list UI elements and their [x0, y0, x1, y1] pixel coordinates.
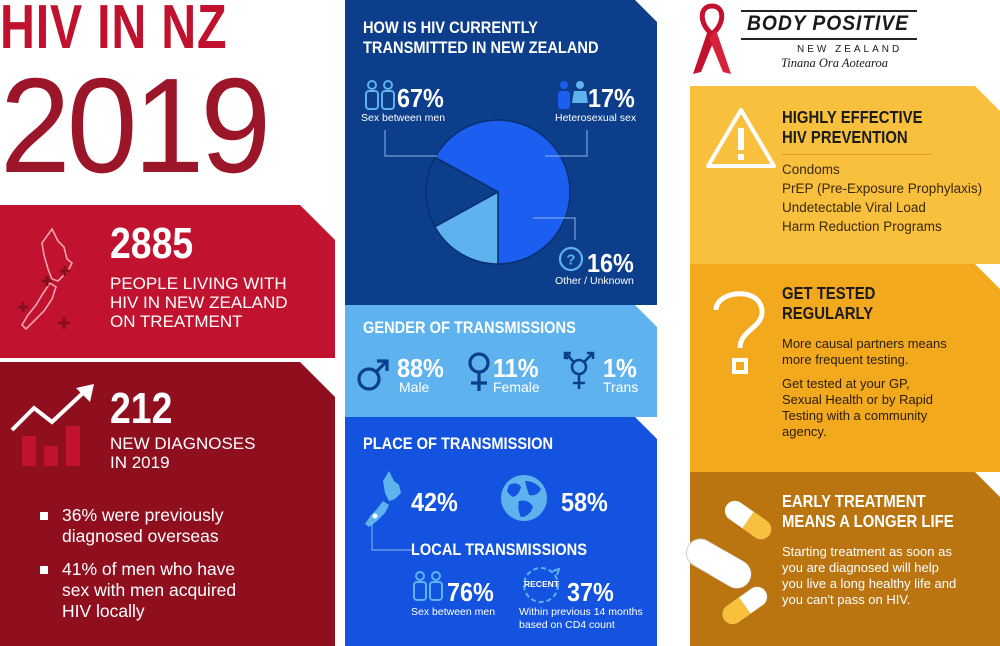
recent-badge-text: RECENT: [524, 579, 559, 589]
bullet-marker: [40, 512, 48, 520]
testing-text: More causal partners means: [782, 336, 947, 351]
pie-slice: [433, 119, 571, 265]
logo-rule: [741, 10, 917, 12]
men-couple-icon: [365, 80, 395, 110]
diagnoses-text-1: NEW DIAGNOSES: [110, 434, 256, 453]
capsule-pills-icon: [685, 500, 772, 625]
slice-percent-men: 67%: [397, 83, 444, 113]
globe-icon: [501, 475, 547, 521]
bullet-1-line-2: diagnosed overseas: [62, 526, 219, 546]
trans-percent: 1%: [603, 353, 637, 383]
bullet-marker: [40, 566, 48, 574]
recent-badge-icon: [523, 567, 561, 603]
testing-heading-2: REGULARLY: [782, 303, 874, 323]
female-percent: 11%: [493, 353, 539, 383]
connector-line: [371, 522, 412, 551]
transgender-symbol-icon: [563, 351, 595, 389]
prevention-item: PrEP (Pre-Exposure Prophylaxis): [782, 181, 983, 196]
prevention-heading-1: HIGHLY EFFECTIVE: [782, 107, 923, 127]
prevention-panel: HIGHLY EFFECTIVE HIV PREVENTION Condoms …: [690, 86, 1000, 264]
slice-percent-hetero: 17%: [588, 83, 635, 113]
treatment-text: you can't pass on HIV.: [782, 592, 911, 607]
female-label: Female: [493, 379, 540, 395]
bullet-2-line-3: HIV locally: [62, 601, 145, 621]
testing-text: more frequent testing.: [782, 352, 909, 367]
local-men-label: Sex between men: [411, 606, 496, 618]
svg-text:?: ?: [566, 252, 575, 269]
year-heading: 2019: [0, 50, 271, 201]
new-diagnoses-panel: 212 NEW DIAGNOSES IN 2019 36% were previ…: [0, 362, 335, 646]
trans-label: Trans: [603, 379, 639, 395]
recent-percent: 37%: [567, 577, 614, 607]
male-symbol-icon: [357, 359, 389, 391]
overseas-percent: 58%: [561, 487, 608, 517]
new-zealand-map-icon: [18, 227, 74, 331]
bullet-2-line-1: 41% of men who have: [62, 559, 236, 579]
rising-chart-icon: [10, 384, 94, 466]
diagnoses-text-2: IN 2019: [110, 453, 170, 472]
divider: [782, 154, 932, 155]
living-text-2: HIV IN NEW ZEALAND: [110, 293, 288, 312]
prevention-item: Condoms: [782, 162, 840, 177]
slice-label-men: Sex between men: [361, 112, 446, 124]
living-count: 2885: [110, 219, 194, 268]
red-ribbon-icon: [693, 3, 731, 74]
recent-label-1: Within previous 14 months: [519, 606, 643, 618]
slice-label-other: Other / Unknown: [555, 275, 634, 287]
warning-triangle-icon: [706, 108, 776, 168]
pie-slice: [433, 190, 499, 265]
testing-text: agency.: [782, 424, 827, 439]
local-transmissions-heading: LOCAL TRANSMISSIONS: [411, 540, 587, 559]
slice-percent-other: 16%: [587, 248, 634, 278]
transmission-heading-1: HOW IS HIV CURRENTLY: [363, 18, 538, 37]
prevention-item: Undetectable Viral Load: [782, 200, 926, 215]
local-men-percent: 76%: [447, 577, 494, 607]
place-panel: PLACE OF TRANSMISSION 42% 58% LOCAL TRAN…: [345, 417, 657, 646]
infographic-title: HIV IN NZ: [0, 0, 228, 62]
prevention-item: Harm Reduction Programs: [782, 219, 942, 234]
testing-panel: GET TESTED REGULARLY More causal partner…: [690, 264, 1000, 472]
slice-label-hetero: Heterosexual sex: [555, 112, 637, 124]
gender-panel: GENDER OF TRANSMISSIONS 88% Male 11% Fem…: [345, 305, 657, 417]
prevention-heading-2: HIV PREVENTION: [782, 127, 908, 147]
question-circle-icon: ?: [558, 246, 584, 272]
living-text-1: PEOPLE LIVING WITH: [110, 274, 287, 293]
female-symbol-icon: [468, 352, 490, 391]
transmission-heading-2: TRANSMITTED IN NEW ZEALAND: [363, 38, 599, 57]
testing-text: Get tested at your GP,: [782, 376, 910, 391]
male-label: Male: [399, 379, 430, 395]
body-positive-logo: BODY POSITIVE NEW ZEALAND Tinana Ora Aot…: [685, 0, 1000, 82]
treatment-text: you live a long healthy life and: [782, 576, 957, 591]
pie-slice: [425, 156, 500, 228]
living-with-hiv-panel: 2885 PEOPLE LIVING WITH HIV IN NEW ZEALA…: [0, 205, 335, 358]
male-percent: 88%: [397, 353, 444, 383]
testing-text: Sexual Health or by Rapid: [782, 392, 934, 407]
testing-text: Testing with a community: [782, 408, 928, 423]
gender-heading: GENDER OF TRANSMISSIONS: [363, 318, 576, 337]
transmission-pie-chart: [384, 119, 588, 265]
treatment-heading-2: MEANS A LONGER LIFE: [782, 511, 954, 531]
new-zealand-map-icon: [365, 471, 401, 527]
diagnoses-count: 212: [110, 384, 173, 433]
living-text-3: ON TREATMENT: [110, 312, 243, 331]
treatment-heading-1: EARLY TREATMENT: [782, 491, 926, 511]
logo-name: BODY POSITIVE: [747, 12, 909, 35]
man-woman-icon: [558, 81, 588, 109]
logo-maori: Tinana Ora Aotearoa: [781, 56, 888, 70]
bullet-1-line-1: 36% were previously: [62, 505, 224, 525]
logo-country: NEW ZEALAND: [797, 44, 903, 55]
treatment-text: you are diagnosed will help: [782, 560, 939, 575]
treatment-text: Starting treatment as soon as: [782, 544, 952, 559]
testing-heading-1: GET TESTED: [782, 283, 876, 303]
transmission-panel: HOW IS HIV CURRENTLY TRANSMITTED IN NEW …: [345, 0, 657, 305]
question-mark-icon: [713, 291, 765, 374]
nz-percent: 42%: [411, 487, 458, 517]
men-couple-icon: [413, 571, 443, 601]
place-heading: PLACE OF TRANSMISSION: [363, 434, 554, 453]
logo-rule: [741, 38, 917, 40]
recent-label-2: based on CD4 count: [519, 619, 615, 631]
bullet-2-line-2: sex with men acquired: [62, 580, 237, 600]
